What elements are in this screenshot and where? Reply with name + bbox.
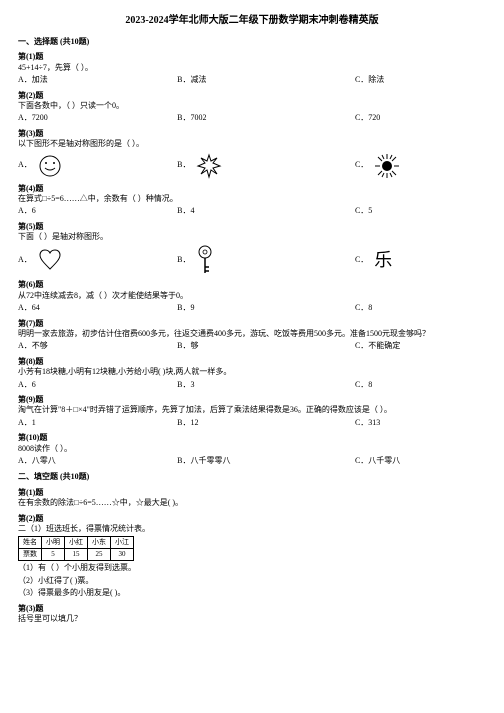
q9-choice-b: B．12: [177, 418, 355, 428]
q6-choice-a: A．64: [18, 303, 177, 313]
q7-choice-c: C．不能确定: [355, 341, 486, 351]
q10-choices: A．八零八 B．八千零零八 C．八千零八: [18, 456, 486, 466]
q9-text: 淘气在计算"8＋□×4"时弄错了运算顺序，先算了加法，后算了乘法结果得数是36。…: [18, 405, 486, 415]
q9-choice-c: C．313: [355, 418, 486, 428]
exam-title: 2023-2024学年北师大版二年级下册数学期末冲刺卷精英版: [18, 14, 486, 27]
q4-number: 第(4)题: [18, 184, 486, 194]
q4-choices: A．6 B．4 C．5: [18, 206, 486, 216]
starburst-icon: [196, 153, 222, 179]
heart-icon: [38, 248, 62, 272]
q1-choices: A．加法 B．减法 C．除法: [18, 75, 486, 85]
q2-choice-a: A．7200: [18, 113, 177, 123]
q4-choice-a: A．6: [18, 206, 177, 216]
f3-text: 括号里可以填几？: [18, 614, 486, 624]
q9-choices: A．1 B．12 C．313: [18, 418, 486, 428]
f1-text: 在有余数的除法□÷6=5……☆中，☆最大是( )。: [18, 498, 486, 508]
q2-number: 第(2)题: [18, 91, 486, 101]
q7-number: 第(7)题: [18, 319, 486, 329]
q3-choice-b-label: B．: [177, 160, 190, 170]
q4-text: 在算式□÷5=6……△中，余数有（ ）种情况。: [18, 194, 486, 204]
q3-number: 第(3)题: [18, 129, 486, 139]
q8-text: 小芳有18块糖,小明有12块糖,小芳给小明( )块,两人就一样多。: [18, 367, 486, 377]
q3-choice-c-label: C．: [355, 160, 368, 170]
q1-choice-c: C．除法: [355, 75, 486, 85]
q6-text: 从72中连续减去8，减（ ）次才能使结果等于0。: [18, 291, 486, 301]
q8-choice-c: C．8: [355, 380, 486, 390]
q7-text: 明明一家去旅游，初步估计住宿费600多元，往返交通费400多元，游玩、吃饭等费用…: [18, 329, 486, 339]
q8-choices: A．6 B．3 C．8: [18, 380, 486, 390]
q5-choice-a-label: A．: [18, 255, 32, 265]
q2-choices: A．7200 B．7002 C．720: [18, 113, 486, 123]
q6-choice-c: C．8: [355, 303, 486, 313]
q1-text: 45+14÷7，先算（ ）。: [18, 63, 486, 73]
section-2-header: 二、填空题 (共10题): [18, 472, 486, 482]
q10-text: 8008读作（ ）。: [18, 444, 486, 454]
q5-number: 第(5)题: [18, 222, 486, 232]
q3-text: 以下图形不是轴对称图形的是（ ）。: [18, 139, 486, 149]
f2-number: 第(2)题: [18, 514, 486, 524]
q5-text: 下面（ ）是轴对称图形。: [18, 232, 486, 242]
q7-choices: A．不够 B．够 C．不能确定: [18, 341, 486, 351]
q8-number: 第(8)题: [18, 357, 486, 367]
f2-sub1: （1）有（ ）个小朋友得到选票。: [18, 563, 486, 573]
smiley-face-icon: [38, 154, 62, 178]
q5-images: A． B． C． 乐: [18, 245, 486, 275]
q8-choice-b: B．3: [177, 380, 355, 390]
q3-images: A． B． C．: [18, 153, 486, 179]
table-cell: 5: [42, 549, 65, 561]
table-cell: 小江: [111, 537, 134, 549]
q1-choice-b: B．减法: [177, 75, 355, 85]
q5-choice-c-text: 乐: [374, 249, 392, 272]
table-cell: 小东: [88, 537, 111, 549]
q10-number: 第(10)题: [18, 433, 486, 443]
q6-choice-b: B．9: [177, 303, 355, 313]
q2-choice-b: B．7002: [177, 113, 355, 123]
q2-choice-c: C．720: [355, 113, 486, 123]
q6-choices: A．64 B．9 C．8: [18, 303, 486, 313]
q1-number: 第(1)题: [18, 52, 486, 62]
key-icon: [196, 245, 214, 275]
q6-number: 第(6)题: [18, 280, 486, 290]
q10-choice-b: B．八千零零八: [177, 456, 355, 466]
sun-icon: [374, 153, 400, 179]
f2-sub2: （2）小红得了( )票。: [18, 576, 486, 586]
f1-number: 第(1)题: [18, 488, 486, 498]
vote-table: 姓名 小明 小红 小东 小江 票数 5 15 25 30: [18, 536, 134, 561]
q7-choice-b: B．够: [177, 341, 355, 351]
table-cell: 15: [65, 549, 88, 561]
f3-number: 第(3)题: [18, 604, 486, 614]
q7-choice-a: A．不够: [18, 341, 177, 351]
q2-text: 下面各数中，（ ）只读一个0。: [18, 101, 486, 111]
table-cell: 小明: [42, 537, 65, 549]
table-row: 票数 5 15 25 30: [19, 549, 134, 561]
section-1-header: 一、选择题 (共10题): [18, 37, 486, 47]
q10-choice-c: C．八千零八: [355, 456, 486, 466]
q4-choice-c: C．5: [355, 206, 486, 216]
table-cell: 25: [88, 549, 111, 561]
q10-choice-a: A．八零八: [18, 456, 177, 466]
q5-choice-b-label: B．: [177, 255, 190, 265]
q9-number: 第(9)题: [18, 395, 486, 405]
f2-text: 二（1）班选班长，得票情况统计表。: [18, 524, 486, 534]
table-cell: 票数: [19, 549, 42, 561]
q9-choice-a: A．1: [18, 418, 177, 428]
q1-choice-a: A．加法: [18, 75, 177, 85]
table-cell: 姓名: [19, 537, 42, 549]
f2-sub3: （3）得票最多的小朋友是( )。: [18, 588, 486, 598]
q4-choice-b: B．4: [177, 206, 355, 216]
q3-choice-a-label: A．: [18, 160, 32, 170]
table-row: 姓名 小明 小红 小东 小江: [19, 537, 134, 549]
table-cell: 小红: [65, 537, 88, 549]
table-cell: 30: [111, 549, 134, 561]
q8-choice-a: A．6: [18, 380, 177, 390]
q5-choice-c-label: C．: [355, 255, 368, 265]
